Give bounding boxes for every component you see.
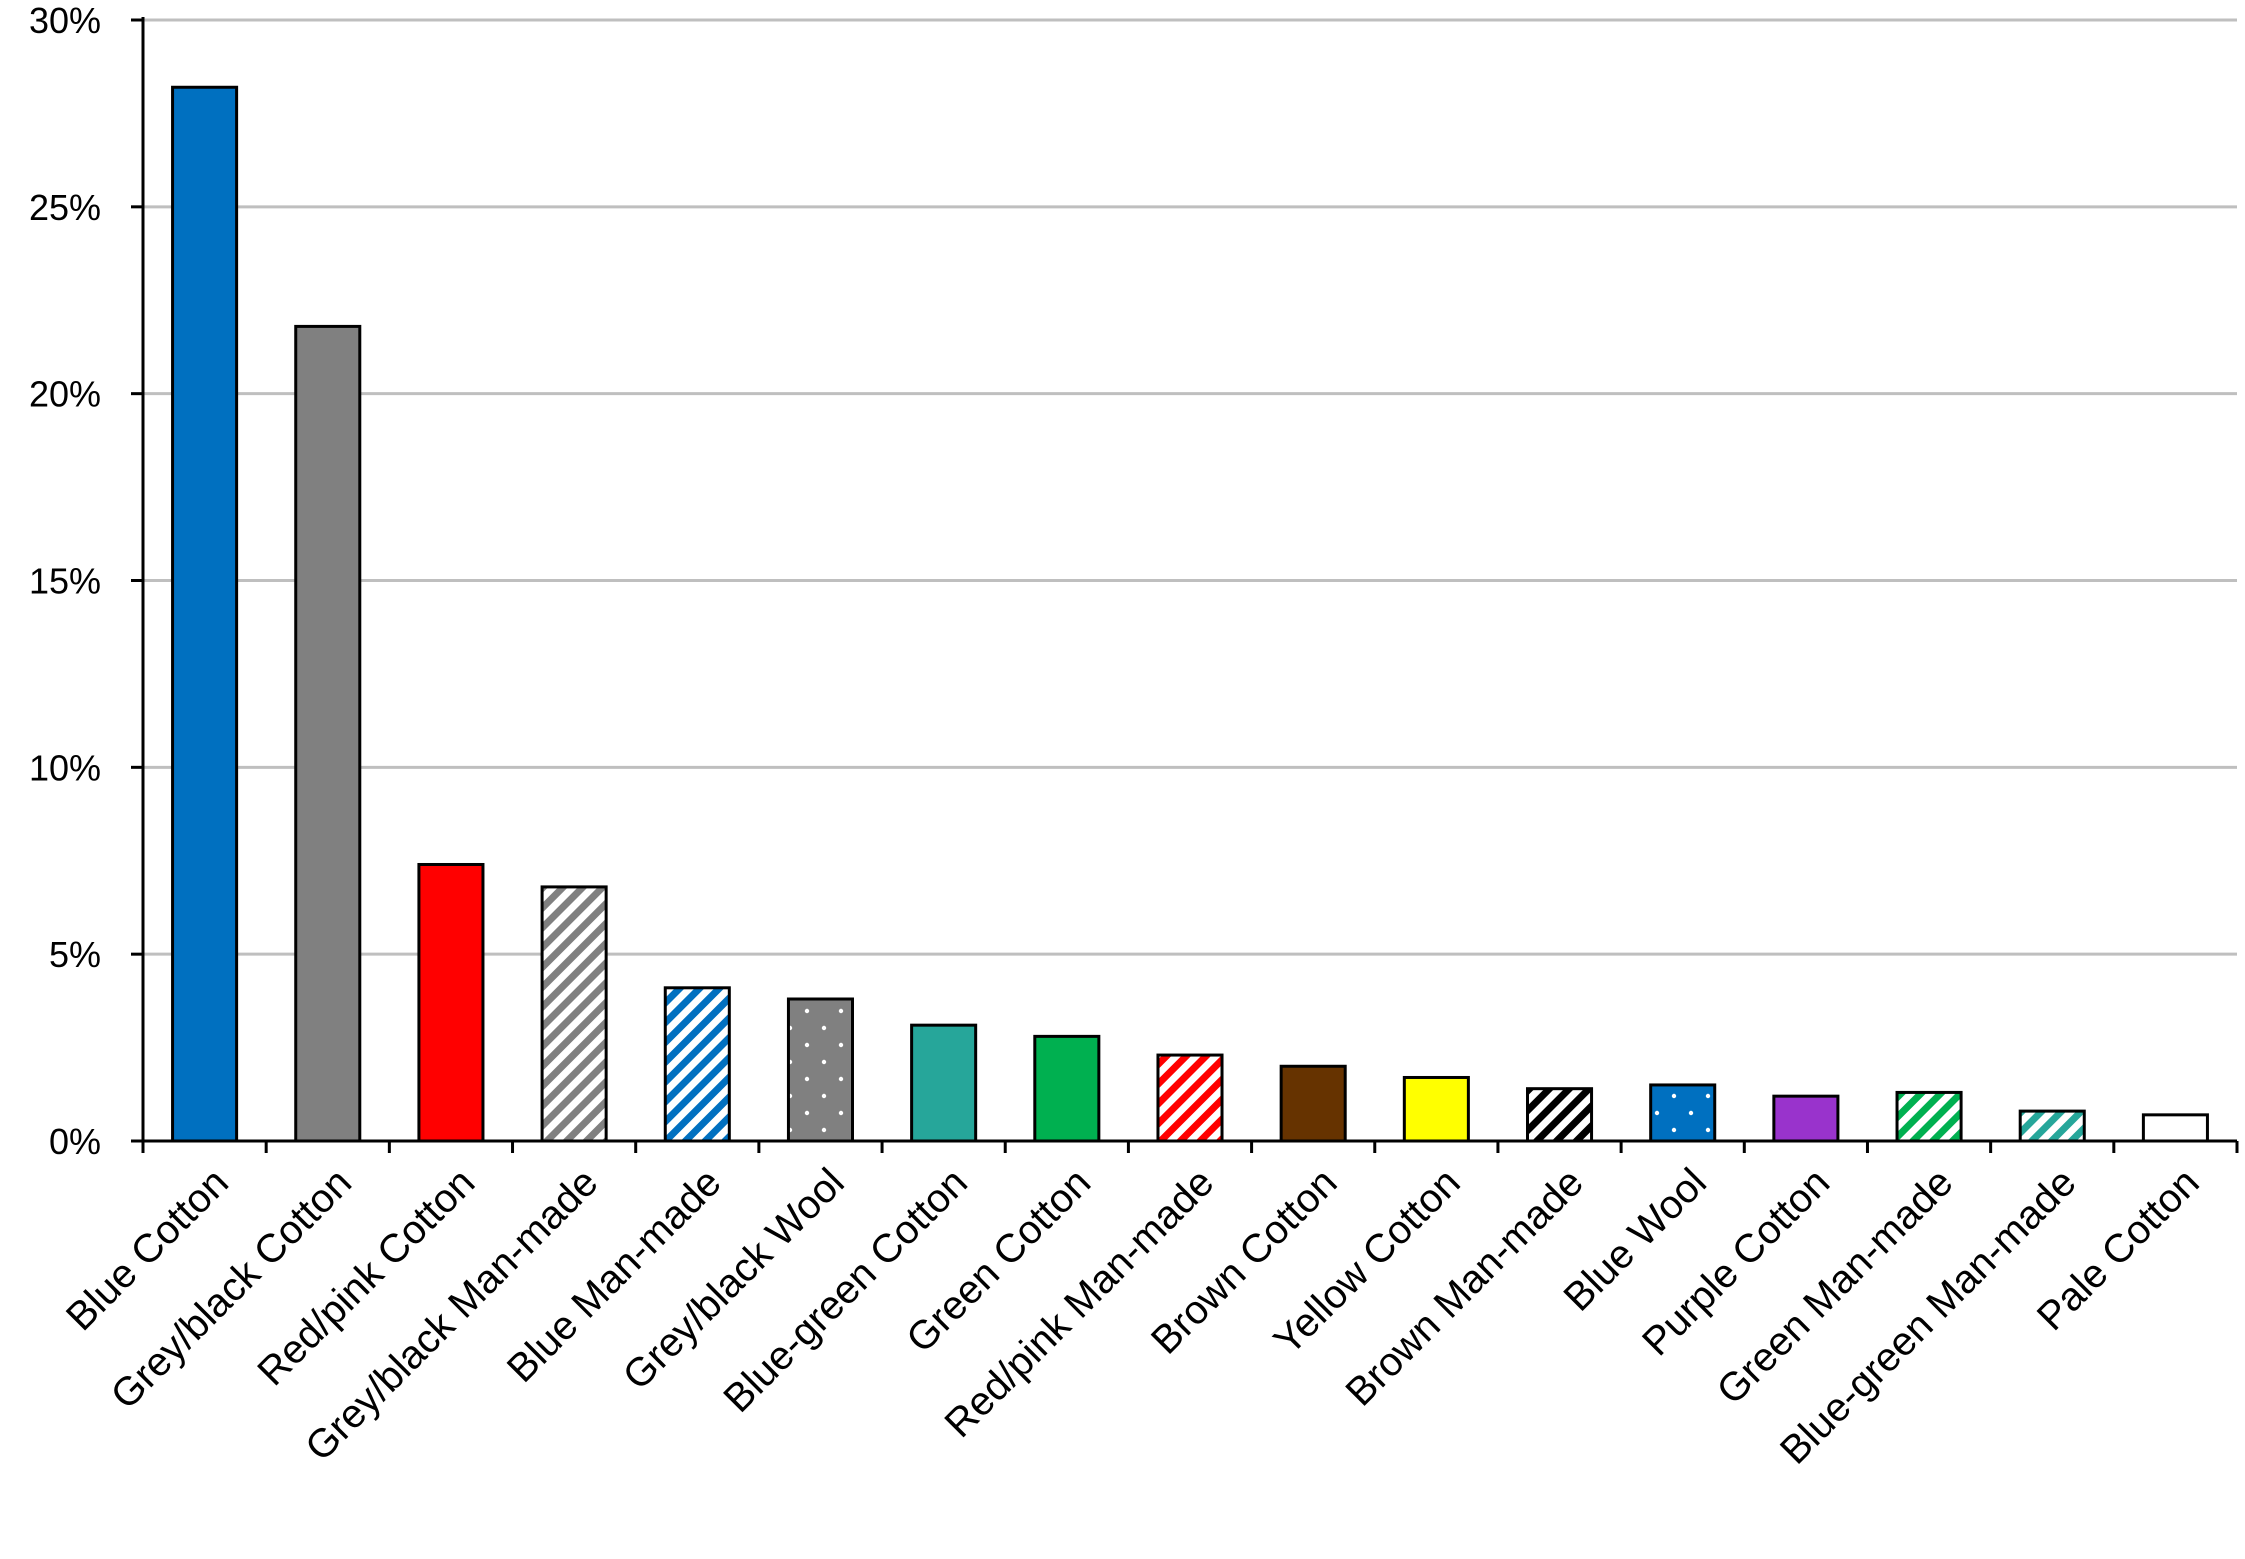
bar — [1279, 1064, 1347, 1143]
x-tick-label: Grey/black Wool — [615, 1160, 853, 1398]
x-tick-label: Blue Man-made — [499, 1160, 730, 1391]
bar — [1402, 1075, 1470, 1143]
bar — [2018, 1109, 2086, 1143]
y-tick-label: 0% — [49, 1121, 101, 1162]
bar — [417, 862, 485, 1143]
x-tick-label: Grey/black Cotton — [103, 1160, 360, 1417]
bar — [1526, 1087, 1594, 1143]
axes — [131, 17, 2239, 1153]
gridlines — [143, 18, 2237, 956]
bar — [1895, 1090, 1963, 1143]
x-tick-label: Green Man-made — [1709, 1160, 1962, 1413]
bar — [1156, 1053, 1224, 1143]
y-tick-label: 25% — [29, 187, 101, 228]
bar — [2141, 1113, 2209, 1143]
bar — [294, 324, 362, 1143]
bar — [663, 986, 731, 1143]
bar — [540, 885, 608, 1143]
bar — [1772, 1094, 1840, 1143]
y-tick-labels: 0% 5% 10% 15% 20% 25% 30% — [29, 0, 101, 1162]
bar — [1649, 1083, 1717, 1143]
y-tick-label: 10% — [29, 747, 101, 788]
y-tick-label: 30% — [29, 0, 101, 41]
bar — [1033, 1034, 1101, 1143]
x-tick-label: Brown Man-made — [1338, 1160, 1592, 1414]
bar — [171, 85, 239, 1143]
bars — [171, 85, 2209, 1143]
x-tick-label: Red/pink Cotton — [249, 1160, 483, 1394]
y-tick-label: 15% — [29, 561, 101, 602]
bar — [786, 997, 854, 1143]
y-tick-label: 20% — [29, 374, 101, 415]
bar — [910, 1023, 978, 1143]
y-tick-label: 5% — [49, 934, 101, 975]
